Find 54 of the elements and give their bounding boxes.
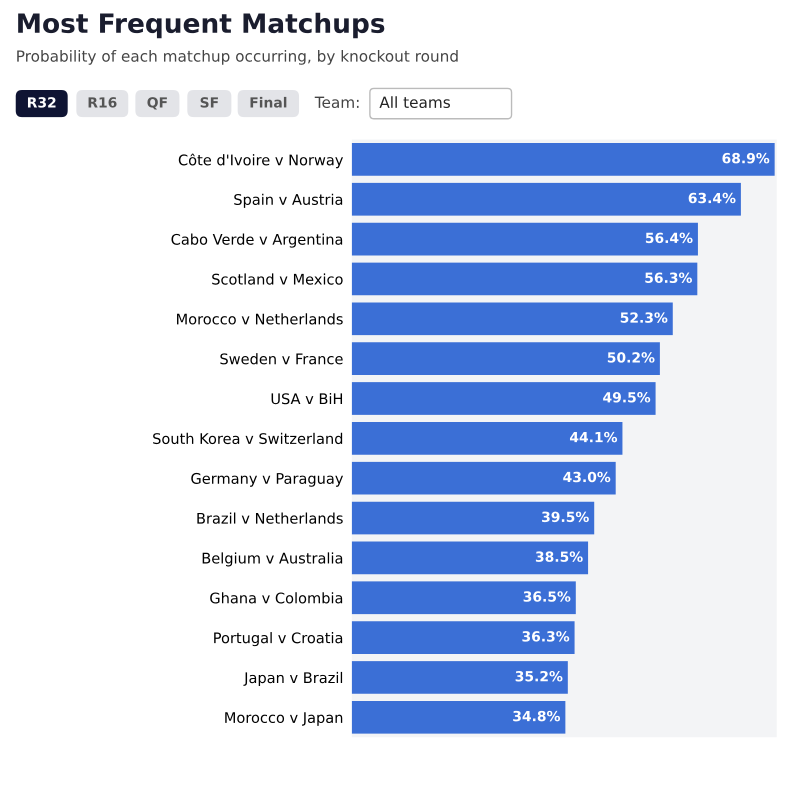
data-label: 36.3%	[522, 631, 570, 642]
bar	[352, 700, 566, 734]
y-tick-label: USA v BiH	[272, 392, 342, 404]
y-tick-label: Morocco v Japan	[225, 712, 342, 726]
bar	[352, 382, 656, 415]
data-label: 68.9%	[722, 152, 770, 164]
data-label: 36.5%	[524, 591, 570, 602]
chart-subtitle: Probability of each matchup occurring, by knockout round	[17, 50, 458, 65]
bar	[352, 342, 660, 375]
bar	[352, 462, 616, 495]
y-tick-label: Brazil v Netherlands	[197, 512, 343, 524]
data-label: 56.3%	[645, 272, 692, 283]
y-tick-label: Japan v Brazil	[243, 672, 342, 686]
bar	[352, 302, 673, 336]
bar	[352, 422, 622, 455]
y-tick-label: Sweden v France	[220, 353, 343, 364]
text: R32	[28, 97, 56, 108]
bar	[352, 262, 698, 296]
y-tick-label: South Korea v Switzerland	[153, 432, 342, 444]
y-tick-label: Portugal v Croatia	[214, 632, 342, 646]
data-label: 39.5%	[542, 512, 589, 522]
y-tick-label: Côte d'Ivoire v Norway	[178, 154, 344, 168]
y-tick-label: Spain v Austria	[234, 194, 342, 208]
bar	[352, 661, 568, 694]
y-tick-label: Belgium v Australia	[202, 552, 342, 566]
data-label: 56.4%	[646, 232, 693, 244]
data-label: 52.3%	[620, 312, 668, 323]
text: Final	[250, 96, 286, 108]
text: QF	[147, 97, 167, 110]
data-label: 50.2%	[608, 352, 655, 363]
y-tick-label: Germany v Paraguay	[191, 472, 344, 487]
bar	[352, 222, 698, 256]
data-label: 63.4%	[688, 192, 736, 204]
chart-title: Most Frequent Matchups	[18, 12, 384, 38]
data-label: 35.2%	[516, 670, 562, 682]
data-label: 43.0%	[563, 472, 610, 482]
text: All teams	[379, 96, 450, 108]
data-label: 49.5%	[603, 392, 650, 403]
y-tick-label: Morocco v Netherlands	[177, 313, 343, 325]
bar	[352, 182, 741, 216]
bar	[352, 542, 588, 574]
bar	[352, 581, 576, 614]
bar	[352, 143, 775, 176]
y-tick-label: Ghana v Colombia	[210, 592, 342, 604]
y-tick-label: Cabo Verde v Argentina	[172, 234, 342, 248]
data-label: 38.5%	[536, 551, 583, 562]
text: Team:	[314, 96, 359, 108]
text: SF	[200, 97, 218, 108]
y-tick-label: Scotland v Mexico	[212, 273, 343, 285]
text: R16	[88, 97, 117, 108]
bar	[352, 621, 575, 654]
data-label: 44.1%	[570, 432, 618, 442]
bar	[352, 502, 594, 534]
data-label: 34.8%	[513, 710, 560, 722]
